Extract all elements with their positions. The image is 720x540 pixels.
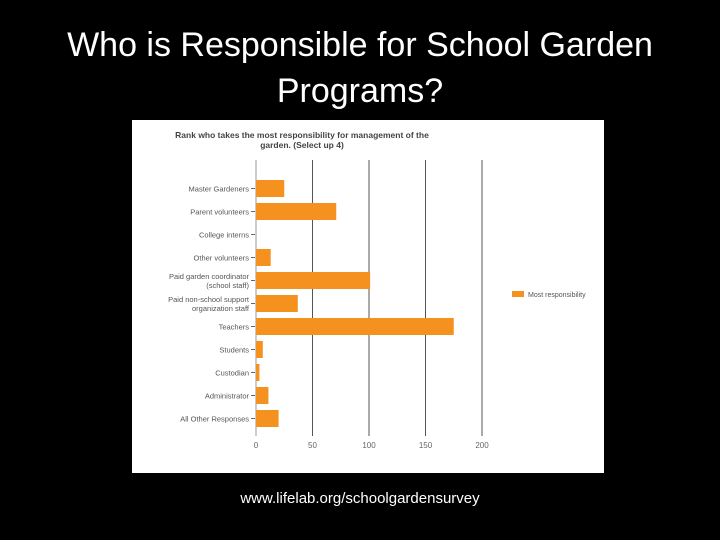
bar-5 xyxy=(256,295,298,312)
bar-8 xyxy=(256,364,260,381)
category-label-5-line-1: Paid non-school support xyxy=(168,295,250,304)
x-tick-label-100: 100 xyxy=(362,441,376,450)
bar-7 xyxy=(256,341,263,358)
category-label-4-line-2: (school staff) xyxy=(206,281,249,290)
category-label-3: Other volunteers xyxy=(194,254,250,263)
chart-panel: Rank who takes the most responsibility f… xyxy=(132,120,604,473)
legend-swatch xyxy=(512,291,524,297)
bar-3 xyxy=(256,249,271,266)
category-label-7: Students xyxy=(219,346,249,355)
category-label-8: Custodian xyxy=(215,369,249,378)
chart-title-line-2: garden. (Select up 4) xyxy=(260,140,344,150)
bar-6 xyxy=(256,318,454,335)
category-label-2: College interns xyxy=(199,231,249,240)
category-label-9: Administrator xyxy=(205,392,250,401)
x-tick-label-0: 0 xyxy=(254,441,259,450)
slide-title-line-2: Programs? xyxy=(276,72,444,110)
footer-url: www.lifelab.org/schoolgardensurvey xyxy=(240,490,480,507)
bar-10 xyxy=(256,410,279,427)
bar-1 xyxy=(256,203,337,220)
category-label-1: Parent volunteers xyxy=(190,208,249,217)
bar-9 xyxy=(256,387,269,404)
category-label-10: All Other Responses xyxy=(180,415,249,424)
x-tick-label-50: 50 xyxy=(308,441,317,450)
category-label-0: Master Gardeners xyxy=(189,185,250,194)
slide-title-line-1: Who is Responsible for School Garden xyxy=(67,26,653,64)
category-label-6: Teachers xyxy=(219,323,250,332)
bar-chart: Rank who takes the most responsibility f… xyxy=(168,130,586,450)
bar-0 xyxy=(256,180,285,197)
x-tick-label-200: 200 xyxy=(475,441,489,450)
legend-label: Most responsibility xyxy=(528,292,586,299)
x-tick-label-150: 150 xyxy=(419,441,433,450)
category-label-5-line-2: organization staff xyxy=(192,304,250,313)
slide-title: Who is Responsible for School Garden Pro… xyxy=(20,22,700,114)
chart-title-line-1: Rank who takes the most responsibility f… xyxy=(175,130,429,140)
bar-4 xyxy=(256,272,371,289)
category-label-4-line-1: Paid garden coordinator xyxy=(169,272,250,281)
